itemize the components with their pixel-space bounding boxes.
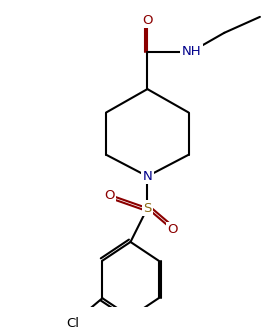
Text: O: O: [168, 223, 178, 236]
Text: O: O: [142, 14, 153, 27]
Text: Cl: Cl: [66, 317, 79, 327]
Text: NH: NH: [182, 45, 201, 58]
Text: N: N: [142, 170, 152, 183]
Text: O: O: [105, 189, 115, 201]
Text: S: S: [143, 202, 152, 215]
